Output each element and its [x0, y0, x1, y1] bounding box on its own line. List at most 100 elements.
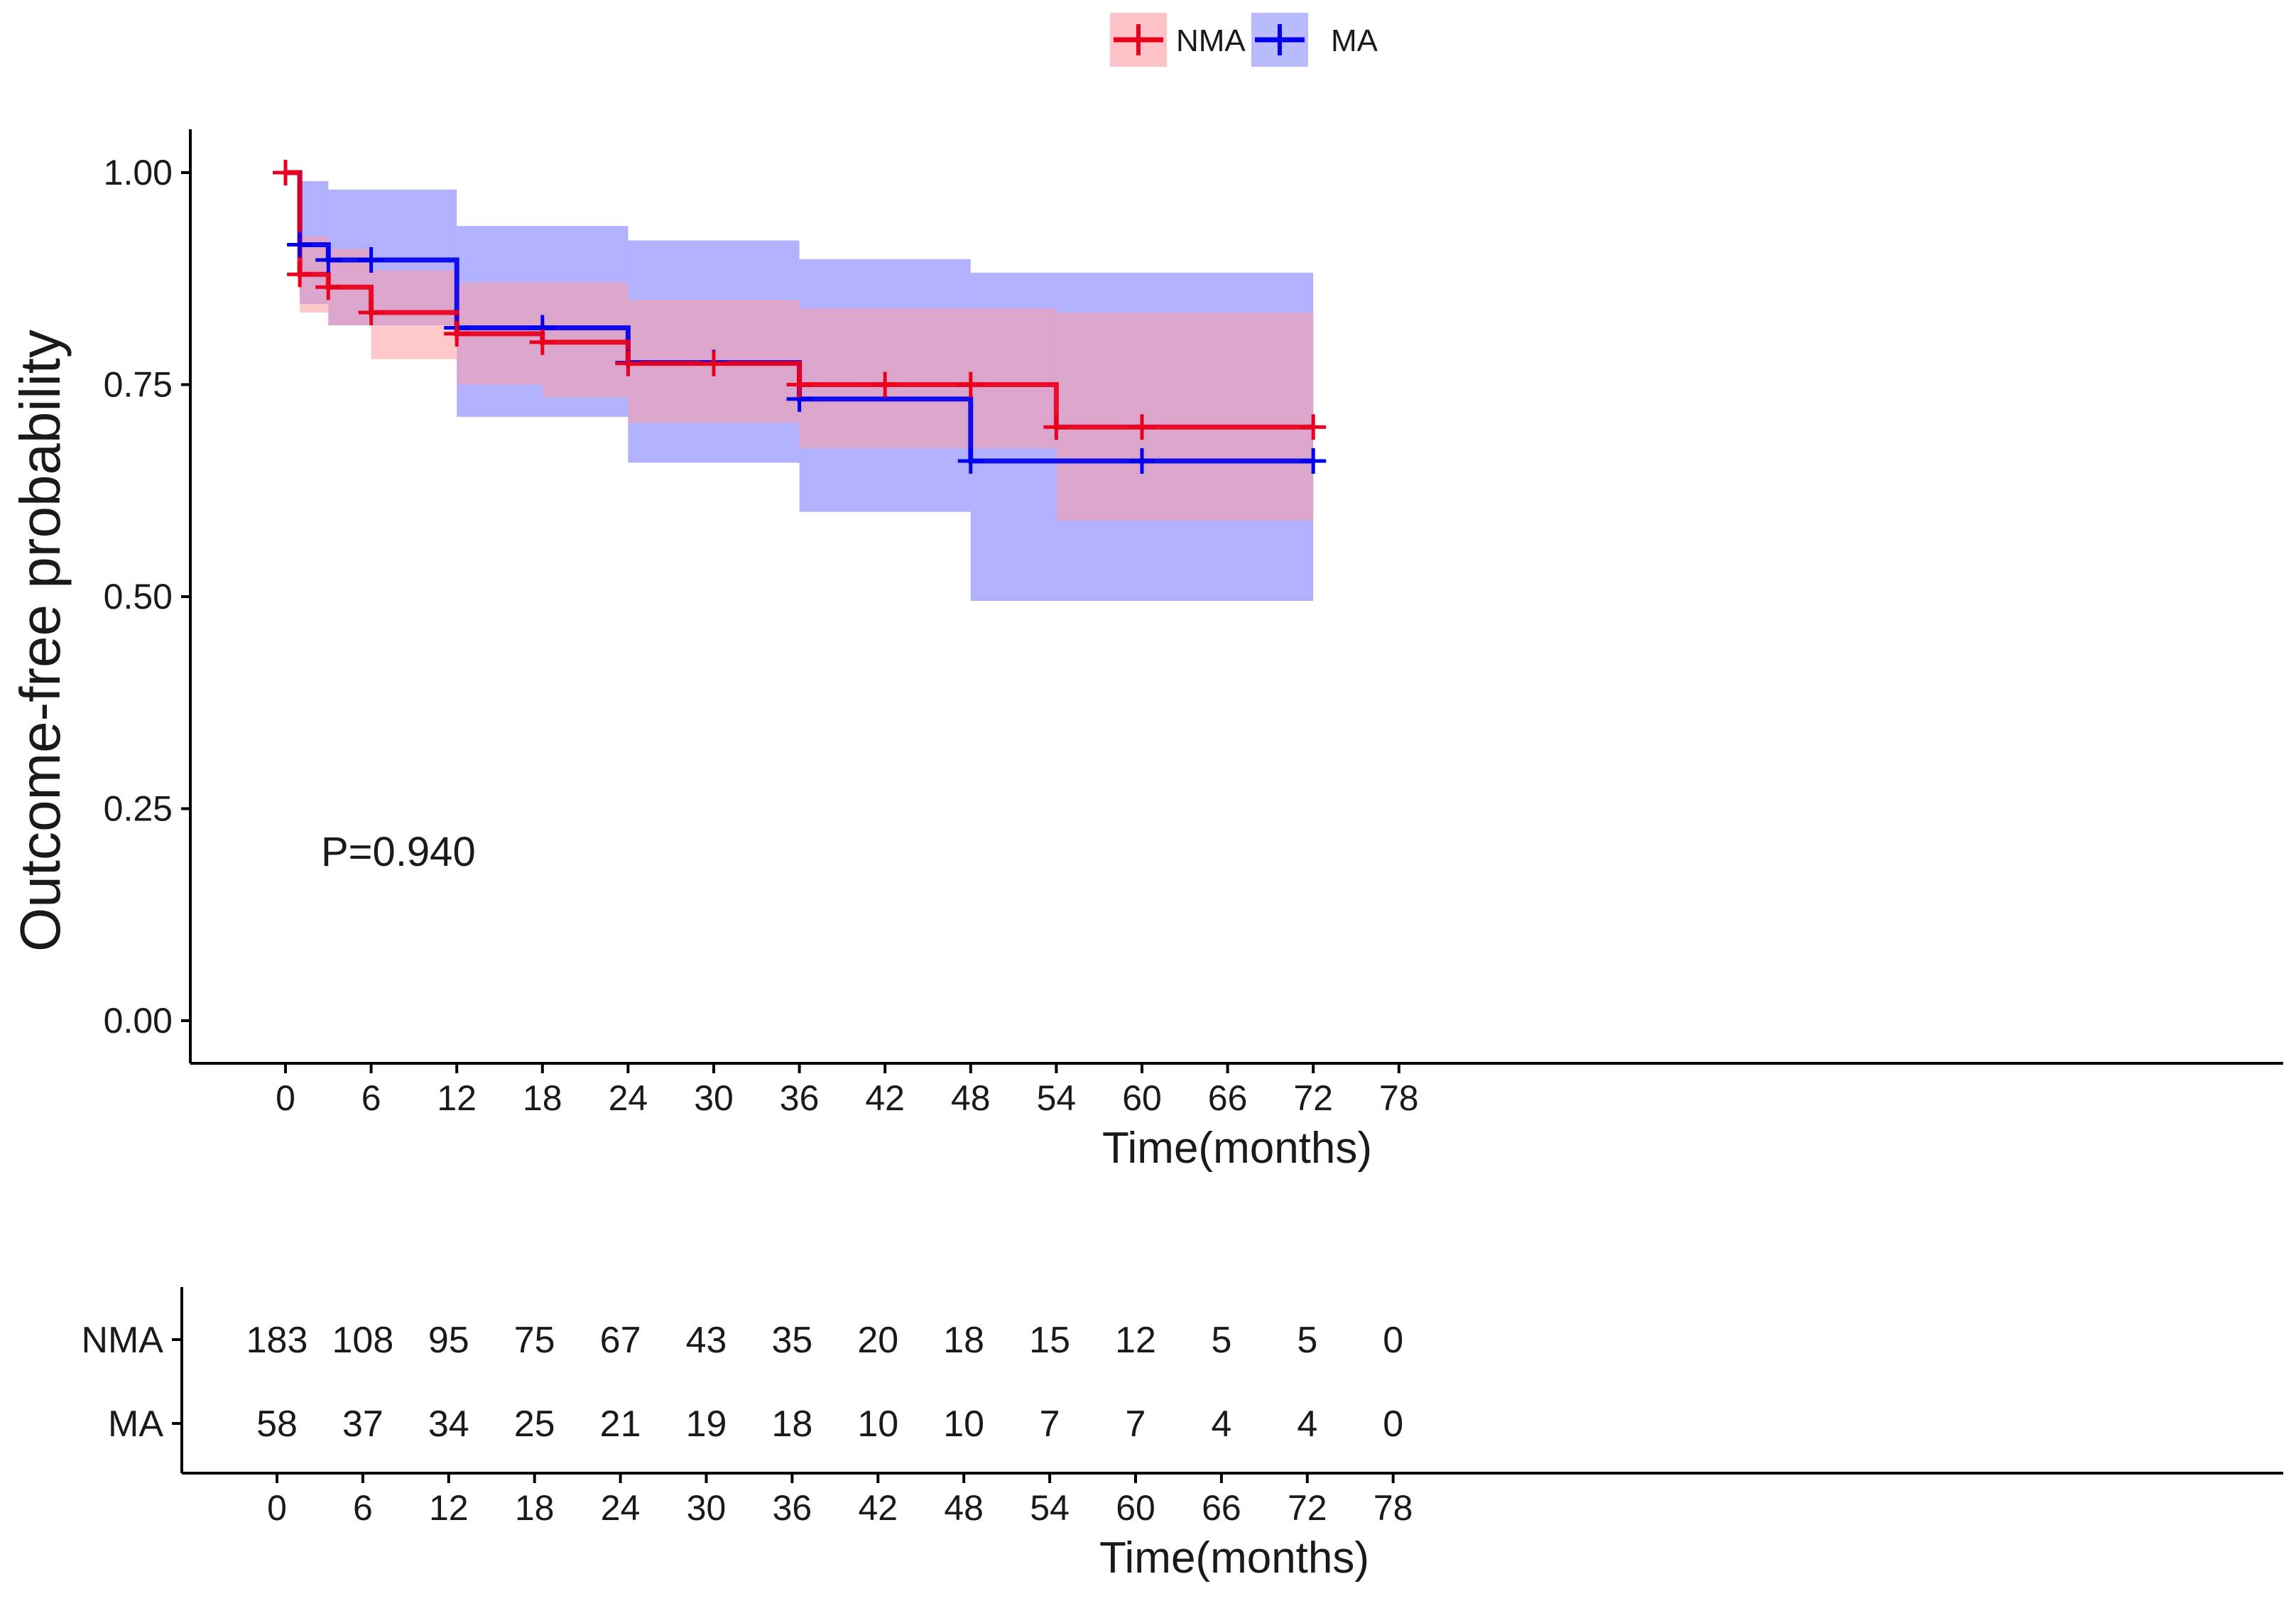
risk-cell-ma: 19: [686, 1404, 727, 1445]
censor-mark-ma: [1300, 447, 1327, 474]
risk-cell-nma: 75: [514, 1320, 555, 1361]
y-axis-title: Outcome-free probability: [9, 330, 72, 952]
x-tick-label: 78: [1379, 1078, 1419, 1118]
risk-x-tick-label: 60: [1116, 1488, 1155, 1528]
legend-label-ma: MA: [1331, 23, 1378, 58]
risk-cell-nma: 5: [1211, 1320, 1231, 1361]
x-tick-label: 66: [1208, 1078, 1248, 1118]
risk-cell-ma: 25: [514, 1404, 555, 1445]
risk-x-tick-label: 36: [773, 1488, 812, 1528]
risk-cell-ma: 4: [1211, 1404, 1231, 1445]
risk-cell-nma: 18: [943, 1320, 984, 1361]
risk-x-tick-label: 48: [944, 1488, 984, 1528]
risk-cell-ma: 21: [600, 1404, 641, 1445]
y-axis-ticks: 0.00 0.25 0.50 0.75 1.00: [104, 153, 190, 1041]
y-tick-label: 0.25: [104, 789, 173, 829]
risk-cell-ma: 58: [256, 1404, 298, 1445]
risk-x-tick-label: 6: [353, 1488, 373, 1528]
risk-table-x-ticks: 0 6 12 18 24 30 36 42 48 54 60 66 72 78: [267, 1473, 1413, 1528]
y-tick-label: 0.50: [104, 577, 173, 617]
censor-mark-nma: [957, 371, 984, 398]
risk-cell-nma: 0: [1383, 1320, 1403, 1361]
censor-mark-nma: [287, 261, 313, 288]
risk-cell-nma: 108: [332, 1320, 394, 1361]
risk-row-label-nma: NMA: [81, 1320, 163, 1361]
legend: NMA MA: [1110, 13, 1378, 67]
risk-x-tick-label: 24: [601, 1488, 641, 1528]
x-tick-label: 36: [780, 1078, 820, 1118]
censor-mark-nma: [358, 300, 384, 326]
risk-cell-nma: 5: [1297, 1320, 1317, 1361]
risk-cell-nma: 12: [1115, 1320, 1156, 1361]
x-tick-label: 30: [694, 1078, 734, 1118]
risk-table: NMA 183 108 95 75 67 43 35 20 18 15 12 5 5 0MA 58 37 34 25…: [81, 1287, 2283, 1583]
censor-mark-nma: [444, 320, 470, 347]
risk-x-tick-label: 66: [1202, 1488, 1241, 1528]
risk-cell-ma: 7: [1040, 1404, 1060, 1445]
censor-mark-nma: [273, 160, 298, 185]
censor-mark-ma: [358, 246, 384, 273]
risk-cell-nma: 20: [857, 1320, 898, 1361]
x-axis-title: Time(months): [1102, 1124, 1372, 1173]
risk-x-tick-label: 78: [1373, 1488, 1413, 1528]
risk-cell-nma: 35: [771, 1320, 812, 1361]
risk-cell-ma: 0: [1383, 1404, 1403, 1445]
censor-mark-nma: [1300, 414, 1327, 440]
risk-cell-nma: 15: [1029, 1320, 1070, 1361]
risk-cell-ma: 7: [1126, 1404, 1146, 1445]
censor-marks: [273, 160, 1327, 474]
risk-cell-ma: 4: [1297, 1404, 1317, 1445]
y-tick-label: 0.00: [104, 1001, 173, 1041]
censor-mark-nma: [315, 274, 342, 300]
survival-curve-nma: [285, 170, 1314, 430]
x-tick-label: 18: [523, 1078, 562, 1118]
x-tick-label: 60: [1122, 1078, 1162, 1118]
censor-mark-ma: [1129, 447, 1155, 474]
risk-x-tick-label: 30: [687, 1488, 727, 1528]
p-value-annotation: P=0.940: [321, 829, 476, 875]
risk-cell-ma: 18: [771, 1404, 812, 1445]
censor-mark-ma: [957, 447, 984, 474]
censor-mark-nma: [701, 350, 727, 376]
x-tick-label: 12: [437, 1078, 477, 1118]
risk-cell-nma: 95: [428, 1320, 469, 1361]
censor-mark-nma: [1129, 414, 1155, 440]
x-tick-label: 6: [361, 1078, 381, 1118]
risk-cell-ma: 34: [428, 1404, 469, 1445]
risk-cell-ma: 37: [342, 1404, 383, 1445]
censor-mark-nma: [786, 371, 812, 398]
y-tick-label: 1.00: [104, 153, 173, 192]
x-tick-label: 72: [1293, 1078, 1333, 1118]
risk-x-tick-label: 12: [429, 1488, 469, 1528]
confidence-bands: [300, 180, 1314, 601]
x-tick-label: 42: [865, 1078, 905, 1118]
confidence-band-nma: [1056, 313, 1314, 521]
risk-cell-nma: 67: [600, 1320, 641, 1361]
risk-x-tick-label: 0: [267, 1488, 287, 1528]
legend-label-nma: NMA: [1176, 23, 1246, 58]
censor-mark-nma: [529, 329, 555, 355]
x-tick-label: 48: [951, 1078, 991, 1118]
x-tick-label: 24: [609, 1078, 648, 1118]
risk-table-x-axis-title: Time(months): [1099, 1534, 1369, 1583]
x-tick-label: 54: [1037, 1078, 1077, 1118]
y-tick-label: 0.75: [104, 365, 173, 405]
risk-cell-nma: 183: [246, 1320, 308, 1361]
risk-x-tick-label: 18: [515, 1488, 555, 1528]
censor-mark-nma: [615, 350, 641, 376]
risk-cell-nma: 43: [686, 1320, 727, 1361]
x-tick-label: 0: [276, 1078, 295, 1118]
censor-mark-nma: [872, 371, 898, 398]
risk-row-label-ma: MA: [108, 1404, 163, 1445]
risk-x-tick-label: 42: [858, 1488, 898, 1528]
censor-mark-ma: [287, 232, 313, 258]
risk-cell-ma: 10: [943, 1404, 984, 1445]
risk-x-tick-label: 54: [1030, 1488, 1070, 1528]
x-axis-ticks: 0 6 12 18 24 30 36 42 48 54 60 66 72 78: [276, 1063, 1419, 1118]
confidence-band-nma: [799, 308, 1057, 449]
censor-mark-ma: [315, 246, 342, 273]
risk-x-tick-label: 72: [1288, 1488, 1327, 1528]
risk-cell-ma: 10: [857, 1404, 898, 1445]
